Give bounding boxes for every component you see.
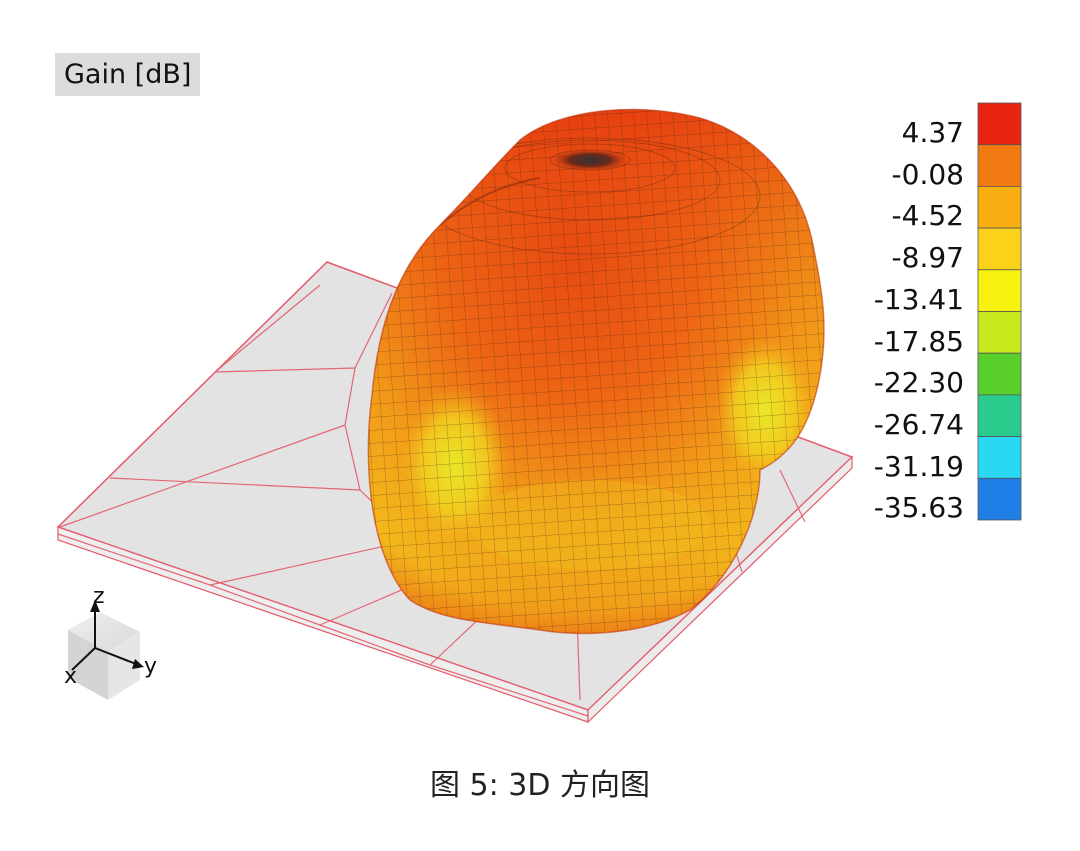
colorbar (977, 102, 1022, 521)
axis-label-y: y (144, 654, 157, 679)
axis-label-x: x (64, 664, 77, 689)
colorbar-tick: -35.63 (873, 491, 964, 525)
colorbar-swatch (977, 185, 1022, 229)
colorbar-tick: -0.08 (891, 157, 964, 191)
radiation-lobe (367, 108, 825, 635)
colorbar-swatch (977, 269, 1022, 312)
colorbar-tick: -26.74 (873, 407, 964, 441)
chart-title: Gain [dB] (55, 53, 201, 96)
axis-label-z: z (93, 584, 105, 609)
colorbar-swatch (977, 311, 1022, 354)
colorbar-tick: -8.97 (891, 241, 964, 275)
colorbar-tick: -31.19 (873, 449, 964, 483)
colorbar-swatch (977, 352, 1022, 396)
figure-caption: 图 5: 3D 方向图 (430, 768, 650, 803)
colorbar-swatch (977, 227, 1022, 271)
colorbar-swatch (977, 144, 1022, 187)
colorbar-swatch (977, 394, 1022, 437)
colorbar-tick: -13.41 (873, 282, 964, 316)
colorbar-tick: 4.37 (901, 116, 964, 149)
axis-triad: z y x (64, 584, 157, 700)
colorbar-swatch (977, 477, 1022, 521)
colorbar-tick: -4.52 (891, 199, 964, 233)
colorbar-swatch (977, 436, 1022, 479)
colorbar-tick: -17.85 (873, 324, 964, 358)
colorbar-swatch (977, 102, 1022, 146)
colorbar-tick: -22.30 (873, 366, 964, 400)
